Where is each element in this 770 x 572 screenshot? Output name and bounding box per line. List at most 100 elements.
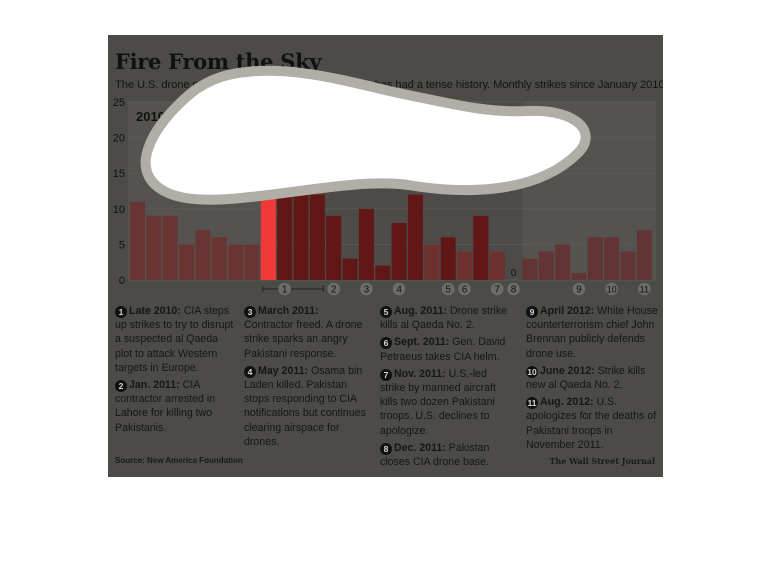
bar bbox=[424, 244, 440, 280]
event-note: 9 April 2012: White House counterterroris… bbox=[526, 304, 658, 361]
event-marker bbox=[490, 282, 504, 296]
notes-column-2: 3 March 2011: Contractor freed. A drone s… bbox=[244, 304, 370, 452]
bar bbox=[407, 194, 423, 280]
source-note: Source: New America Foundation bbox=[115, 456, 243, 465]
bar bbox=[260, 109, 276, 281]
event-marker bbox=[441, 282, 455, 296]
note-text: Strike kills new al Qaeda No. 2. bbox=[526, 364, 646, 392]
event-marker-label: 7 bbox=[494, 285, 500, 296]
bar bbox=[440, 237, 456, 280]
event-marker bbox=[392, 282, 406, 296]
event-marker-label: 8 bbox=[511, 285, 517, 296]
bar bbox=[391, 223, 407, 280]
bar bbox=[309, 194, 325, 280]
infographic-card: Fire From the Sky The U.S. drone program… bbox=[108, 35, 663, 477]
note-date: April 2012: bbox=[540, 305, 595, 317]
note-date: March 2011: bbox=[258, 305, 319, 317]
note-text: U.S. apologizes for the deaths of Pakist… bbox=[526, 396, 657, 451]
bar bbox=[195, 230, 211, 280]
note-date: Nov. 2011: bbox=[394, 367, 446, 380]
year-label: 2011 bbox=[332, 109, 360, 124]
note-text: CIA contractor arrested in Lahore for ki… bbox=[115, 379, 216, 434]
note-number: 6 bbox=[380, 337, 392, 350]
bar bbox=[522, 258, 538, 280]
event-note: 6 Sept. 2011: Gen. David Petraeus takes C… bbox=[380, 335, 512, 363]
event-note: 5 Aug. 2011: Drone strike kills al Qaeda … bbox=[380, 304, 512, 332]
event-note: 8 Dec. 2011: Pakistan closes CIA drone ba… bbox=[380, 441, 512, 469]
note-number: 9 bbox=[526, 306, 538, 318]
event-marker bbox=[605, 282, 618, 296]
note-text: Pakistan closes CIA drone base. bbox=[380, 441, 490, 469]
y-tick-label: 0 bbox=[119, 275, 125, 287]
notes-column-4: 9 April 2012: White House counterterroris… bbox=[526, 304, 658, 455]
bar bbox=[538, 251, 554, 280]
bar bbox=[375, 265, 391, 280]
notes-column-3: 5 Aug. 2011: Drone strike kills al Qaeda … bbox=[380, 304, 512, 472]
bar bbox=[211, 237, 227, 280]
event-marker bbox=[327, 282, 340, 296]
bar bbox=[293, 180, 309, 280]
event-marker-label: 10 bbox=[607, 285, 617, 295]
notes-column-1: 1 Late 2010: CIA steps up strikes to try … bbox=[115, 304, 235, 438]
year-label: 2012 bbox=[528, 109, 557, 124]
event-marker bbox=[638, 282, 651, 296]
y-tick-label: 15 bbox=[113, 168, 125, 180]
bar bbox=[244, 244, 260, 280]
event-marker-label: 9 bbox=[576, 285, 582, 296]
bar bbox=[473, 215, 489, 280]
note-text: CIA steps up strikes to try to disrupt a… bbox=[115, 305, 234, 374]
note-text: Osama bin Laden killed. Pakistan stops r… bbox=[244, 364, 366, 448]
event-marker bbox=[278, 282, 291, 296]
bar bbox=[342, 258, 358, 280]
note-number: 8 bbox=[380, 442, 392, 455]
note-text: U.S.-led strike by manned aircraft kills… bbox=[380, 367, 496, 437]
note-date: Dec. 2011: bbox=[394, 441, 446, 454]
note-date: Aug. 2012: bbox=[540, 396, 594, 409]
bar bbox=[571, 272, 587, 280]
event-marker bbox=[360, 282, 373, 296]
note-number: 11 bbox=[526, 397, 538, 410]
note-date: Jan. 2011: bbox=[129, 379, 180, 392]
note-text: White House counterterrorism chief John … bbox=[526, 305, 658, 360]
event-note: 7 Nov. 2011: U.S.-led strike by manned ai… bbox=[380, 367, 512, 438]
event-note: 3 March 2011: Contractor freed. A drone s… bbox=[244, 304, 370, 361]
note-text: Contractor freed. A drone strike sparks … bbox=[244, 319, 363, 360]
event-marker-label: 4 bbox=[396, 285, 402, 296]
event-marker-label: 3 bbox=[364, 285, 370, 296]
note-number: 3 bbox=[244, 306, 256, 318]
note-text: Drone strike kills al Qaeda No. 2. bbox=[380, 305, 508, 332]
bar bbox=[457, 251, 472, 280]
y-tick-label: 20 bbox=[113, 133, 125, 145]
bar bbox=[636, 230, 652, 280]
note-number: 10 bbox=[526, 365, 538, 378]
note-number: 4 bbox=[244, 365, 256, 378]
note-number: 1 bbox=[115, 306, 127, 318]
event-marker bbox=[458, 282, 471, 296]
note-date: Sept. 2011: bbox=[394, 336, 450, 349]
bar bbox=[228, 244, 244, 280]
note-date: Aug. 2011: bbox=[394, 305, 447, 317]
event-marker-label: 6 bbox=[462, 285, 468, 296]
bar bbox=[358, 208, 374, 280]
event-marker bbox=[507, 282, 520, 296]
bar bbox=[146, 215, 162, 280]
year-label: 2010 bbox=[136, 109, 165, 124]
event-marker bbox=[572, 282, 586, 296]
event-marker-label: 2 bbox=[331, 285, 337, 296]
bar bbox=[587, 237, 603, 280]
bar bbox=[130, 201, 145, 280]
event-note: 1 Late 2010: CIA steps up strikes to try … bbox=[115, 304, 235, 375]
publisher-credit: The Wall Street Journal bbox=[549, 456, 655, 466]
note-number: 5 bbox=[380, 306, 392, 318]
event-note: 10 June 2012: Strike kills new al Qaeda N… bbox=[526, 364, 658, 392]
note-text: Gen. David Petraeus takes CIA helm. bbox=[380, 336, 506, 363]
note-number: 7 bbox=[380, 368, 392, 381]
bar bbox=[277, 173, 293, 280]
event-marker-label: 5 bbox=[445, 285, 451, 296]
zero-data-label: 0 bbox=[511, 268, 517, 279]
note-date: Late 2010: bbox=[129, 305, 181, 317]
event-marker-label: 11 bbox=[640, 285, 649, 295]
event-note: 11 Aug. 2012: U.S. apologizes for the dea… bbox=[526, 395, 658, 452]
event-marker-label: 1 bbox=[282, 285, 288, 296]
